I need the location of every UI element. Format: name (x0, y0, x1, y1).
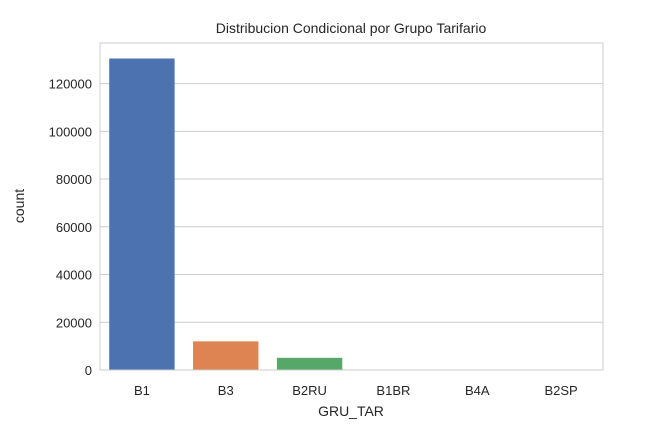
x-tick-label: B3 (218, 383, 234, 398)
x-tick-label: B2RU (292, 383, 327, 398)
chart-title: Distribucion Condicional por Grupo Tarif… (216, 20, 487, 36)
y-axis-label: count (11, 189, 27, 223)
y-tick-label: 20000 (56, 315, 92, 330)
bar-b1 (109, 59, 174, 370)
y-tick-label: 120000 (49, 77, 92, 92)
x-tick-label: B1BR (376, 383, 410, 398)
x-tick-label: B1 (134, 383, 150, 398)
plot-background (100, 43, 603, 370)
y-tick-label: 0 (85, 363, 92, 378)
x-axis-label: GRU_TAR (318, 403, 384, 419)
x-tick-labels: B1 B3 B2RU B1BR B4A B2SP (134, 383, 578, 398)
x-tick-label: B2SP (544, 383, 577, 398)
x-tick-label: B4A (465, 383, 490, 398)
y-tick-label: 80000 (56, 172, 92, 187)
bar-b3 (193, 341, 258, 370)
y-tick-label: 100000 (49, 124, 92, 139)
y-tick-label: 60000 (56, 220, 92, 235)
bar-b2ru (277, 358, 342, 370)
y-tick-labels: 0 20000 40000 60000 80000 100000 120000 (49, 77, 92, 378)
y-tick-label: 40000 (56, 268, 92, 283)
